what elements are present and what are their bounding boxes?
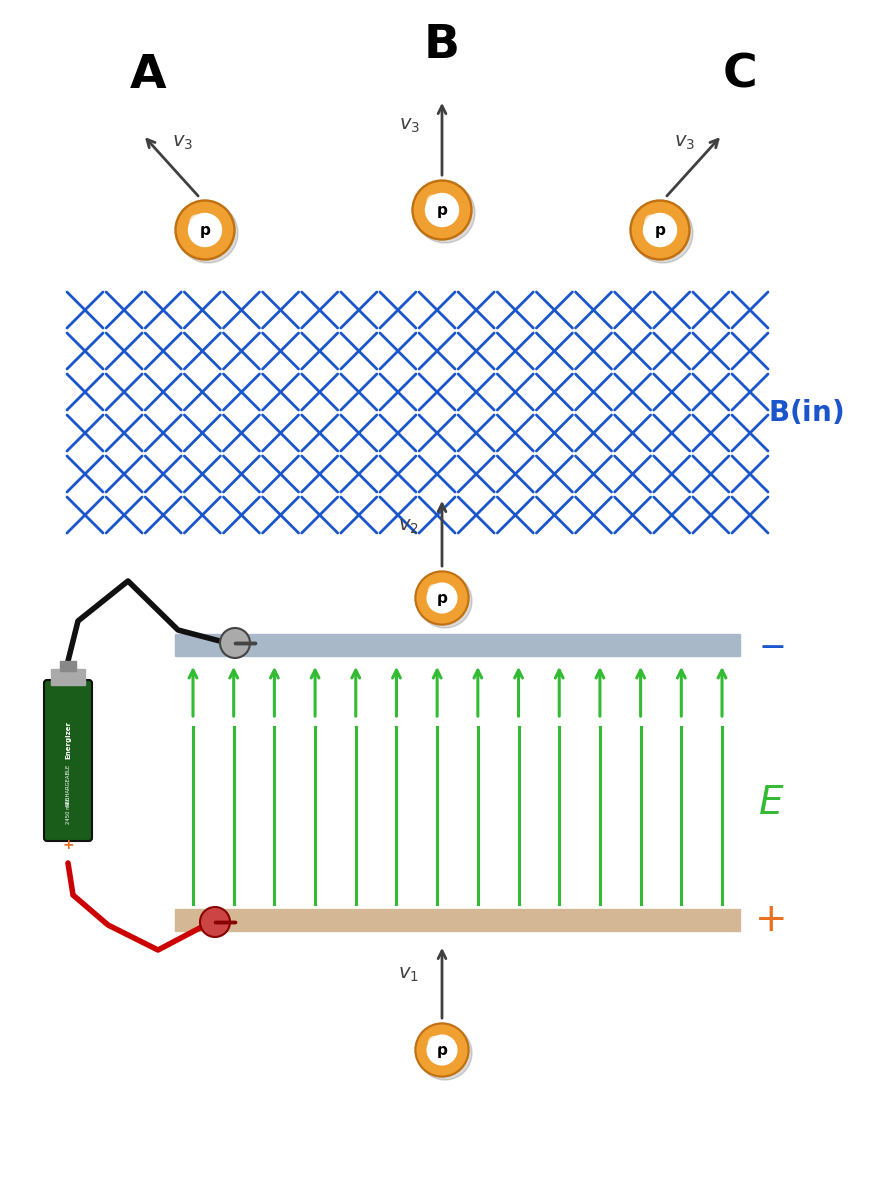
- Circle shape: [415, 571, 469, 625]
- Circle shape: [427, 583, 457, 613]
- Circle shape: [178, 203, 238, 263]
- Text: p: p: [437, 590, 447, 606]
- Circle shape: [632, 203, 688, 258]
- Circle shape: [175, 200, 235, 260]
- Text: B: B: [424, 23, 460, 67]
- Text: $v_3$: $v_3$: [172, 132, 194, 151]
- Text: $\mathbf{B}$(in): $\mathbf{B}$(in): [768, 398, 843, 427]
- Circle shape: [630, 200, 690, 260]
- Text: 2450 mAh: 2450 mAh: [65, 797, 71, 823]
- Circle shape: [425, 193, 459, 227]
- Circle shape: [188, 214, 222, 246]
- Circle shape: [412, 180, 472, 240]
- Circle shape: [418, 574, 472, 628]
- Circle shape: [417, 574, 467, 623]
- Text: $-$: $-$: [758, 629, 784, 661]
- Circle shape: [220, 628, 250, 658]
- Text: +: +: [62, 838, 73, 852]
- Text: $+$: $+$: [754, 901, 784, 938]
- Circle shape: [644, 214, 676, 246]
- Circle shape: [633, 203, 693, 263]
- Text: p: p: [437, 1043, 447, 1057]
- Bar: [51, 670, 85, 685]
- Bar: [60, 661, 76, 671]
- Text: $v_2$: $v_2$: [398, 516, 418, 535]
- Text: $v_3$: $v_3$: [674, 132, 696, 151]
- Circle shape: [415, 1022, 469, 1078]
- Circle shape: [429, 1037, 440, 1049]
- Text: C: C: [722, 53, 758, 97]
- FancyBboxPatch shape: [44, 680, 92, 841]
- Text: $E$: $E$: [758, 784, 784, 822]
- Text: p: p: [654, 222, 666, 238]
- Text: $v_1$: $v_1$: [398, 966, 418, 984]
- Text: RECHARGEABLE: RECHARGEABLE: [65, 764, 71, 806]
- Circle shape: [415, 182, 475, 242]
- Circle shape: [418, 1026, 472, 1080]
- Circle shape: [645, 215, 659, 228]
- Circle shape: [429, 584, 440, 596]
- Circle shape: [427, 194, 440, 209]
- Circle shape: [190, 215, 203, 228]
- Text: A: A: [130, 53, 166, 97]
- Text: $v_3$: $v_3$: [400, 115, 421, 134]
- Text: Energizer: Energizer: [65, 721, 71, 758]
- Bar: [175, 634, 740, 656]
- Bar: [175, 910, 740, 931]
- Text: p: p: [437, 203, 447, 217]
- Circle shape: [417, 1025, 467, 1075]
- Circle shape: [427, 1036, 457, 1064]
- Text: p: p: [200, 222, 210, 238]
- Circle shape: [200, 907, 230, 937]
- Circle shape: [178, 203, 232, 258]
- Circle shape: [415, 182, 469, 238]
